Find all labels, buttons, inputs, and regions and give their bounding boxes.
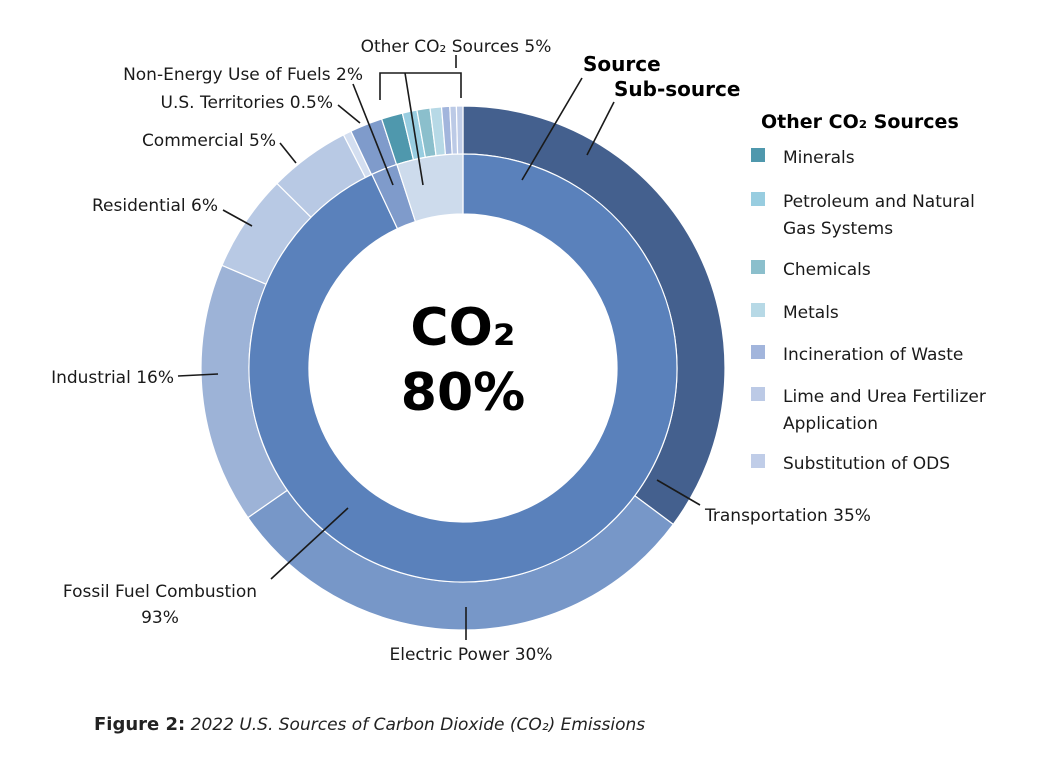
legend-label-line2-application: Application xyxy=(783,414,878,434)
label-electric-power: Electric Power 30% xyxy=(390,645,553,665)
legend-swatch-minerals xyxy=(751,148,765,162)
label-industrial: Industrial 16% xyxy=(51,368,174,388)
caption-figure-label: Figure 2: xyxy=(94,714,186,735)
leader-other-sources xyxy=(379,55,462,186)
legend-label-minerals: Minerals xyxy=(783,148,855,168)
label-other-sources: Other CO₂ Sources 5% xyxy=(361,37,552,57)
leader-non-energy xyxy=(352,83,394,186)
ring-legend-source: Source xyxy=(583,52,661,76)
legend-title: Other CO₂ Sources xyxy=(761,111,959,133)
leader-fossil-fuel xyxy=(270,507,349,580)
legend-swatch-metals xyxy=(751,303,765,317)
legend-swatch-substitution-of-ods xyxy=(751,454,765,468)
legend-label-line2-gas-systems: Gas Systems xyxy=(783,219,893,239)
figure-caption: Figure 2: 2022 U.S. Sources of Carbon Di… xyxy=(94,714,645,735)
outer-slice-substitution-of-ods xyxy=(455,105,464,155)
label-fossil-fuel-line1: Fossil Fuel Combustion xyxy=(63,582,257,602)
label-non-energy: Non-Energy Use of Fuels 2% xyxy=(123,65,363,85)
label-fossil-fuel-line2: 93% xyxy=(141,608,179,628)
ring-legend-subsource: Sub-source xyxy=(614,77,740,101)
leader-subsource xyxy=(586,101,615,156)
legend-swatch-incineration-of-waste xyxy=(751,345,765,359)
leader-commercial xyxy=(279,142,297,164)
center-label-gas: CO₂ xyxy=(410,298,515,358)
leader-industrial xyxy=(177,373,219,377)
legend-label-lime-and-urea-fertilizer: Lime and Urea Fertilizer xyxy=(783,387,986,407)
legend-label-chemicals: Chemicals xyxy=(783,260,871,280)
center-label-percent: 80% xyxy=(401,363,525,423)
legend-swatch-chemicals xyxy=(751,260,765,274)
legend-swatch-lime-and-urea-fertilizer xyxy=(751,387,765,401)
legend-label-metals: Metals xyxy=(783,303,839,323)
leader-us-territories xyxy=(337,104,361,124)
donut-hole xyxy=(309,214,617,522)
label-transportation: Transportation 35% xyxy=(704,506,871,526)
legend: Other CO₂ Sources Minerals Petroleum and … xyxy=(751,111,986,474)
leader-transportation xyxy=(656,479,701,506)
leader-source xyxy=(521,77,583,181)
caption-text: 2022 U.S. Sources of Carbon Dioxide (CO₂… xyxy=(190,715,646,735)
legend-swatch-petroleum-and-natural xyxy=(751,192,765,206)
leader-residential xyxy=(222,209,253,227)
label-commercial: Commercial 5% xyxy=(142,131,276,151)
label-us-territories: U.S. Territories 0.5% xyxy=(161,93,334,113)
legend-label-substitution-of-ods: Substitution of ODS xyxy=(783,454,950,474)
legend-label-incineration-of-waste: Incineration of Waste xyxy=(783,345,963,365)
legend-label-petroleum-and-natural: Petroleum and Natural xyxy=(783,192,975,212)
label-residential: Residential 6% xyxy=(92,196,218,216)
leader-lines xyxy=(177,55,701,640)
